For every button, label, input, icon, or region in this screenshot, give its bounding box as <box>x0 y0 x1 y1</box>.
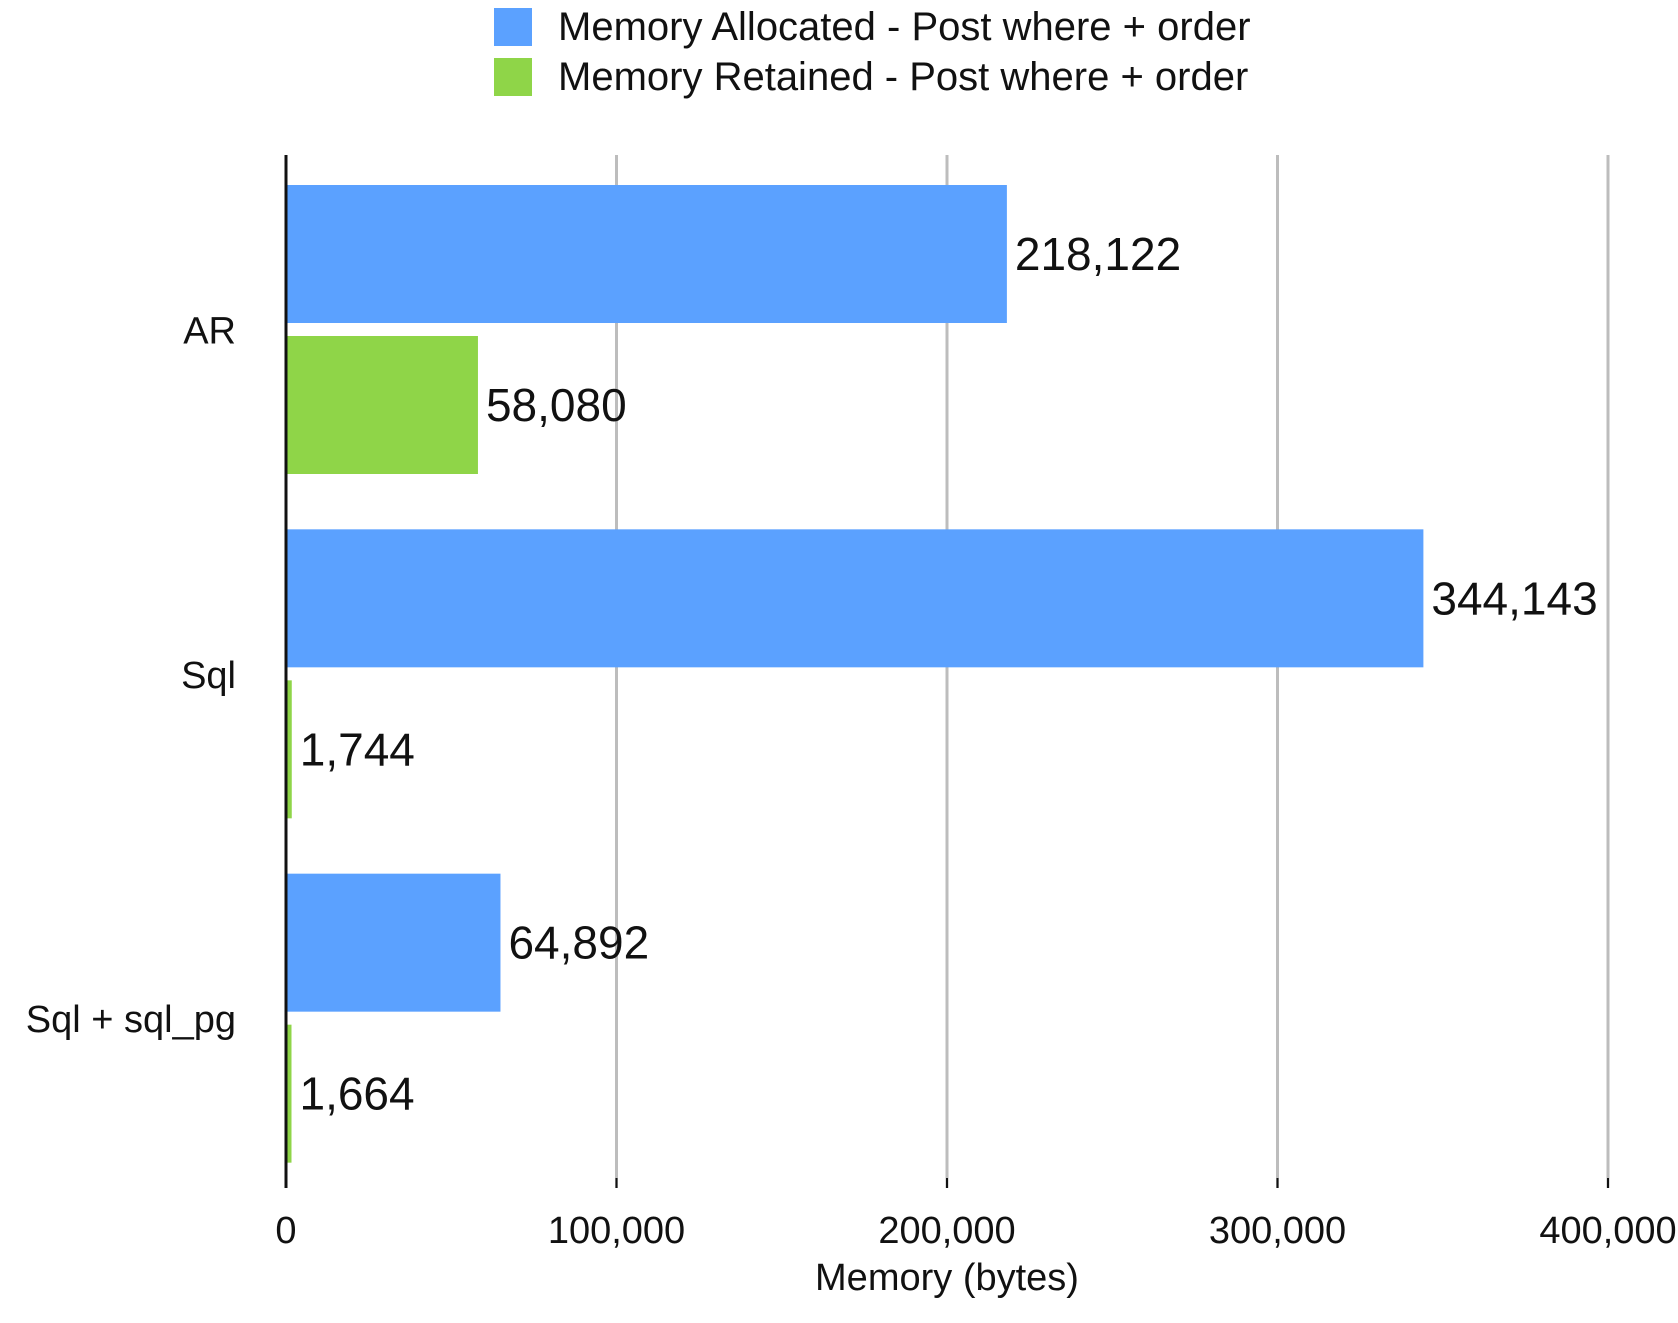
legend: Memory Allocated - Post where + order Mem… <box>494 5 1251 99</box>
legend-swatch <box>494 58 532 96</box>
x-tick-label: 0 <box>275 1210 296 1252</box>
bar <box>286 1024 292 1163</box>
axes: 0 100,000 200,000 300,000 400,000 Memory (byt… <box>275 155 1677 1299</box>
data-label: 1,664 <box>299 1068 414 1120</box>
x-tick-label: 100,000 <box>548 1210 685 1252</box>
bar <box>286 529 1424 668</box>
bar <box>286 873 501 1012</box>
category-label: AR <box>183 311 236 353</box>
bars <box>286 185 1424 1163</box>
category-label: Sql + sql_pg <box>26 999 236 1041</box>
data-label: 64,892 <box>508 917 649 969</box>
legend-swatch <box>494 8 532 46</box>
data-label: 344,143 <box>1431 572 1597 624</box>
bar <box>286 185 1007 323</box>
grid-lines <box>615 155 1610 1188</box>
x-tick-label: 200,000 <box>878 1210 1015 1252</box>
x-axis-title: Memory (bytes) <box>815 1257 1079 1299</box>
legend-label: Memory Retained - Post where + order <box>558 55 1248 99</box>
labels: 218,122 58,080 AR 344,143 1,744 Sql 64,892 1,66… <box>26 228 1598 1120</box>
x-tick-label: 400,000 <box>1539 1210 1676 1252</box>
category-label: Sql <box>181 655 236 697</box>
bar <box>286 336 478 474</box>
data-label: 58,080 <box>486 379 627 431</box>
legend-label: Memory Allocated - Post where + order <box>558 5 1251 49</box>
data-label: 218,122 <box>1015 228 1181 280</box>
data-label: 1,744 <box>300 723 415 775</box>
x-tick-label: 300,000 <box>1209 1210 1346 1252</box>
bar <box>286 680 292 819</box>
